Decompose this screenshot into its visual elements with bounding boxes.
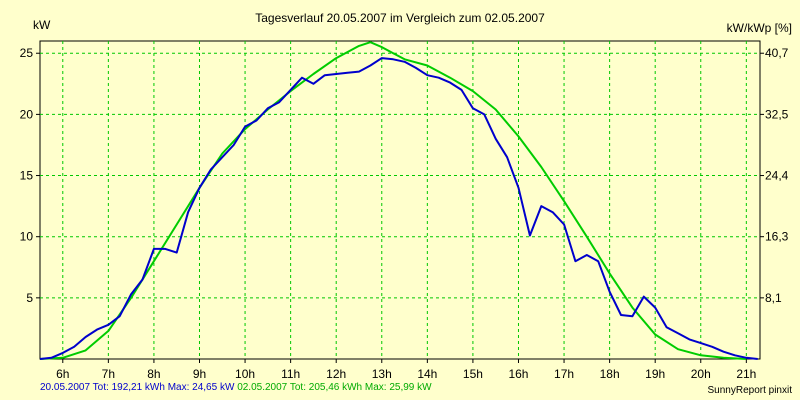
x-tick-label: 20h: [691, 367, 711, 381]
x-tick-label: 6h: [56, 367, 69, 381]
series-group: [39, 41, 758, 360]
x-tick-label: 14h: [417, 367, 437, 381]
series-line-0: [39, 57, 758, 360]
credit-text: SunnyReport pinxit: [707, 385, 793, 396]
x-tick-label: 21h: [736, 367, 756, 381]
series2-footer-stats: Tot: 205,46 kWh Max: 25,99 kW: [289, 382, 432, 393]
series-line-1: [39, 41, 747, 360]
y-tick-label-right: 24,4: [765, 169, 789, 183]
y-tick-label-right: 32,5: [765, 107, 789, 121]
x-axis-ticks: 6h 7h 8h 9h 10h 11h 12h 13h 14h 15h 16h 17h 18h 19h 20…: [56, 359, 756, 381]
y-tick-label-right: 8,1: [765, 291, 782, 305]
x-tick-label: 12h: [326, 367, 346, 381]
y-tick-label-left: 15: [20, 169, 34, 183]
x-tick-label: 13h: [372, 367, 392, 381]
chart-title: Tagesverlauf 20.05.2007 im Vergleich zum…: [255, 11, 545, 25]
x-tick-label: 19h: [645, 367, 665, 381]
x-tick-label: 18h: [600, 367, 620, 381]
y-tick-label-left: 5: [26, 291, 33, 305]
plot-area: [39, 40, 761, 360]
y-tick-label-right: 40,7: [765, 46, 789, 60]
x-tick-label: 7h: [102, 367, 115, 381]
y-axis-ticks-left: 5 10 15 20 25: [20, 46, 40, 305]
x-tick-label: 16h: [508, 367, 528, 381]
y-tick-label-left: 25: [20, 46, 34, 60]
y-axis-label-right: kW/kWp [%]: [726, 21, 792, 35]
x-tick-label: 8h: [147, 367, 160, 381]
footer-stats: 20.05.2007 Tot: 192,21 kWh Max: 24,65 kW…: [40, 382, 432, 393]
y-axis-ticks-right: 8,1 16,3 24,4 32,5 40,7: [760, 46, 789, 305]
series1-footer-label: 20.05.2007: [40, 382, 91, 393]
grid: [40, 41, 760, 359]
x-tick-label: 9h: [193, 367, 206, 381]
x-tick-label: 10h: [235, 367, 255, 381]
y-tick-label-right: 16,3: [765, 230, 789, 244]
y-axis-label-left: kW: [33, 18, 51, 32]
x-tick-label: 15h: [463, 367, 483, 381]
y-tick-label-left: 20: [20, 107, 34, 121]
series2-footer-label: 02.05.2007: [237, 382, 288, 393]
series1-footer-stats: Tot: 192,21 kWh Max: 24,65 kW: [92, 382, 235, 393]
y-tick-label-left: 10: [20, 230, 34, 244]
x-tick-label: 11h: [281, 367, 300, 381]
x-tick-label: 17h: [554, 367, 574, 381]
